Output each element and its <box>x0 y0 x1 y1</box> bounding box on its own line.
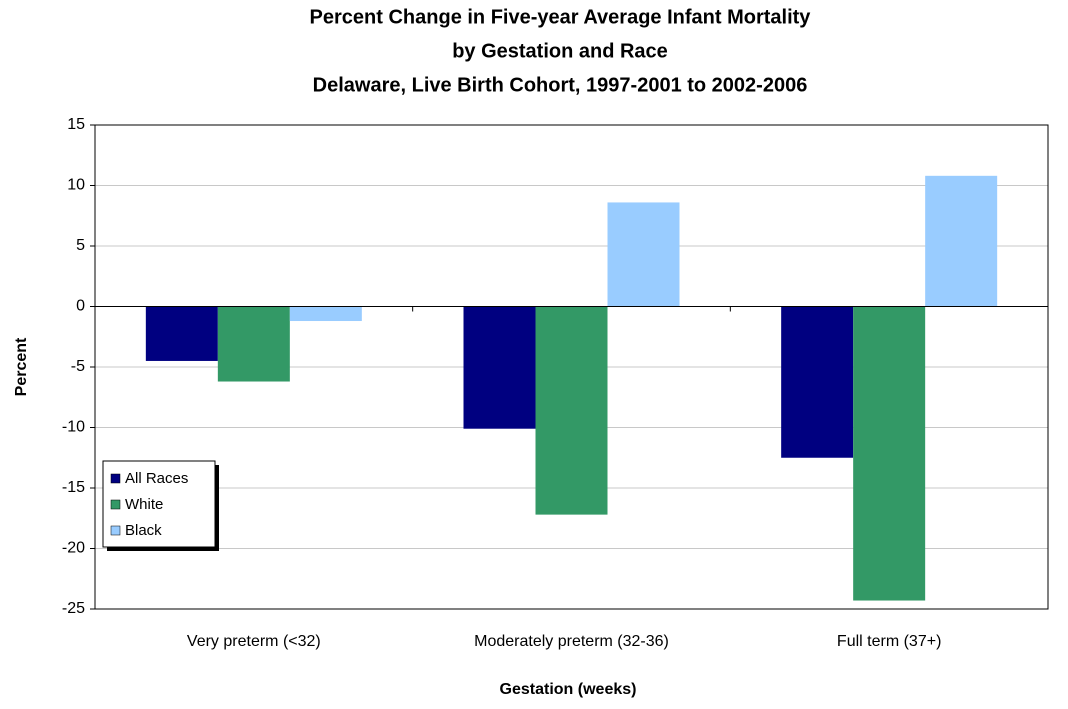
bar <box>925 175 998 307</box>
chart-title: Delaware, Live Birth Cohort, 1997-2001 t… <box>313 74 808 96</box>
chart-title: by Gestation and Race <box>452 40 668 62</box>
x-axis-title: Gestation (weeks) <box>500 681 637 698</box>
legend-swatch <box>110 499 121 510</box>
y-axis-title: Percent <box>13 337 30 396</box>
y-tick-label: 5 <box>76 237 85 254</box>
y-tick-label: -25 <box>62 600 85 617</box>
legend-swatch <box>110 525 121 536</box>
legend-box <box>102 460 216 548</box>
legend-label: All Races <box>125 470 188 487</box>
bar <box>145 306 218 361</box>
bar <box>853 306 926 601</box>
x-tick-label: Full term (37+) <box>837 633 941 650</box>
bar <box>607 202 680 307</box>
y-tick-label: 0 <box>76 298 85 315</box>
y-tick-label: -10 <box>62 419 85 436</box>
legend-label: Black <box>125 522 162 539</box>
x-tick-label: Moderately preterm (32-36) <box>474 633 669 650</box>
y-tick-label: -5 <box>71 358 85 375</box>
plot-border <box>94 124 1049 610</box>
bar <box>289 306 362 322</box>
legend-swatch <box>110 473 121 484</box>
bar <box>217 306 290 382</box>
bar <box>463 306 536 429</box>
bar <box>535 306 608 515</box>
y-tick-label: -20 <box>62 540 85 557</box>
y-tick-label: 15 <box>67 116 85 133</box>
legend-label: White <box>125 496 163 513</box>
chart-title: Percent Change in Five-year Average Infa… <box>310 6 812 28</box>
x-tick-label: Very preterm (<32) <box>187 633 321 650</box>
legend: All Races White Black <box>102 460 219 551</box>
y-tick-label: 10 <box>67 177 85 194</box>
bar <box>781 306 854 458</box>
y-tick-label: -15 <box>62 479 85 496</box>
